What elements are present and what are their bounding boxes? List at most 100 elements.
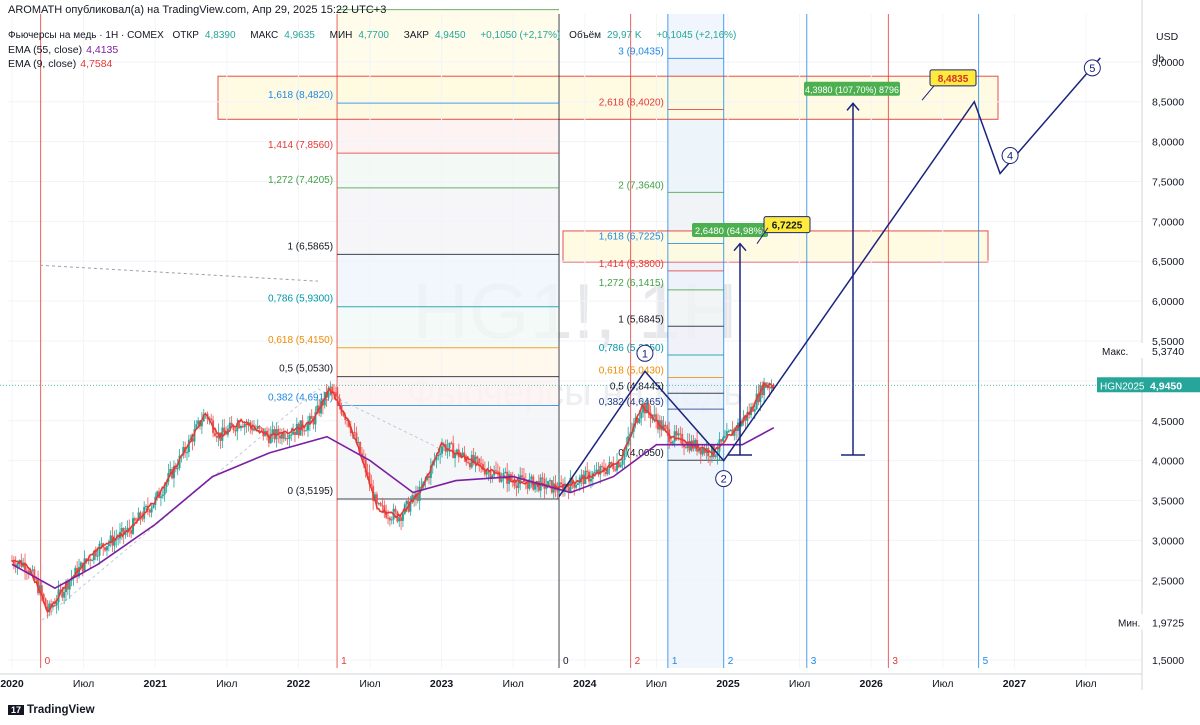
candle-body bbox=[441, 446, 444, 454]
candle-body bbox=[387, 517, 390, 519]
time-tick-label: Июл bbox=[646, 678, 667, 690]
candle-body bbox=[601, 466, 604, 468]
candle-body bbox=[614, 469, 617, 471]
candle-body bbox=[437, 455, 440, 457]
candle-body bbox=[683, 445, 686, 448]
candle-body bbox=[271, 429, 274, 434]
candle-body bbox=[104, 547, 107, 551]
price-tick-label: 2,5000 bbox=[1152, 575, 1184, 587]
fib-right-label: 0,786 (5,3250) bbox=[599, 343, 664, 354]
candle-body bbox=[480, 463, 483, 465]
candle-body bbox=[703, 448, 706, 453]
candle-body bbox=[653, 414, 656, 417]
time-cycle-label: 1 bbox=[341, 656, 347, 667]
fib-right-label: 1,618 (6,7225) bbox=[599, 231, 664, 242]
measure-arrow-1-head bbox=[733, 242, 747, 252]
candle-body bbox=[541, 477, 544, 479]
target-1-text: 6,7225 bbox=[772, 221, 803, 232]
candle-body bbox=[586, 470, 589, 472]
candle-body bbox=[481, 464, 484, 470]
candle-body bbox=[364, 459, 367, 473]
time-tick-label: 2022 bbox=[287, 678, 311, 690]
candle-body bbox=[280, 432, 283, 439]
candle-body bbox=[580, 474, 583, 478]
candle-body bbox=[239, 425, 242, 429]
fib-left-label: 0,5 (5,0530) bbox=[279, 364, 333, 375]
time-tick-label: 2025 bbox=[716, 678, 740, 690]
candle-body bbox=[232, 425, 235, 431]
candle-body bbox=[16, 563, 19, 568]
candle-body bbox=[385, 511, 388, 518]
candle-body bbox=[338, 398, 341, 406]
target-zone-lower bbox=[562, 230, 989, 263]
candle-body bbox=[51, 605, 54, 608]
time-cycle-label: 2 bbox=[635, 656, 641, 667]
candle-body bbox=[528, 478, 531, 489]
candle-body bbox=[461, 452, 464, 456]
candle-body bbox=[230, 422, 233, 426]
candle-body bbox=[489, 470, 492, 479]
candle-body bbox=[11, 560, 13, 562]
candle-body bbox=[454, 452, 457, 459]
measure-1-text: 2,6480 (64,98%) bbox=[695, 226, 765, 237]
brand-label: TradingView bbox=[27, 704, 95, 716]
candle-body bbox=[96, 555, 99, 557]
measure-1-badge bbox=[692, 222, 768, 237]
trend-dashed-line bbox=[39, 264, 319, 282]
candle-body bbox=[18, 560, 21, 564]
candle-body bbox=[156, 491, 159, 497]
high-value: 4,9635 bbox=[284, 30, 315, 41]
candle-body bbox=[411, 495, 414, 503]
candle-body bbox=[729, 429, 732, 432]
candle-body bbox=[353, 432, 356, 434]
candle-body bbox=[133, 518, 136, 521]
axis-currency: USD bbox=[1156, 31, 1179, 43]
candle-body bbox=[740, 421, 743, 427]
wave-label: 2 bbox=[721, 474, 727, 486]
symbol-line[interactable]: Фьючерсы на медь · 1Н · COMEX bbox=[8, 30, 164, 41]
change-value: +0,1050 (+2,17%) bbox=[480, 30, 561, 41]
tradingview-logo[interactable]: 17 TradingView bbox=[8, 704, 95, 716]
price-tick-label: 3,0000 bbox=[1152, 535, 1184, 547]
candle-body bbox=[68, 580, 71, 590]
candle-body bbox=[63, 592, 66, 598]
candle-body bbox=[418, 486, 421, 501]
ema9-legend[interactable]: EMA (9, close) 4,7584 bbox=[8, 58, 113, 70]
candle-body bbox=[699, 448, 702, 455]
candle-body bbox=[243, 424, 246, 428]
candle-body bbox=[500, 479, 503, 482]
candle-body bbox=[400, 517, 403, 521]
candle-body bbox=[684, 447, 687, 449]
candle-body bbox=[593, 471, 596, 474]
candle-body bbox=[768, 386, 771, 389]
candle-body bbox=[688, 441, 691, 451]
fib-left-label: 0,382 (4,6910) bbox=[268, 393, 333, 404]
time-tick-label: Июл bbox=[359, 678, 380, 690]
ema55-legend[interactable]: EMA (55, close) 4,4135 bbox=[8, 44, 119, 56]
candle-body bbox=[228, 422, 231, 429]
candle-body bbox=[513, 481, 516, 486]
time-cycle-label: 1 bbox=[672, 656, 678, 667]
candle-body bbox=[215, 435, 218, 438]
candle-body bbox=[329, 386, 332, 388]
candle-body bbox=[712, 445, 715, 458]
candle-body bbox=[405, 500, 408, 505]
candle-body bbox=[547, 481, 550, 487]
candle-body bbox=[139, 512, 142, 519]
time-tick-label: 2020 bbox=[0, 678, 24, 690]
candle-body bbox=[467, 462, 470, 464]
candle-body bbox=[195, 424, 198, 430]
candle-body bbox=[342, 413, 345, 416]
candle-body bbox=[679, 433, 682, 435]
target-2-badge bbox=[929, 69, 977, 87]
candle-body bbox=[606, 468, 609, 475]
candle-body bbox=[485, 471, 488, 475]
candle-body bbox=[610, 462, 613, 465]
candle-body bbox=[245, 424, 248, 426]
candle-body bbox=[200, 421, 203, 427]
axis-unit: lb bbox=[1156, 53, 1164, 65]
candle-body bbox=[455, 449, 458, 453]
candle-body bbox=[755, 393, 758, 410]
candle-body bbox=[91, 560, 94, 562]
